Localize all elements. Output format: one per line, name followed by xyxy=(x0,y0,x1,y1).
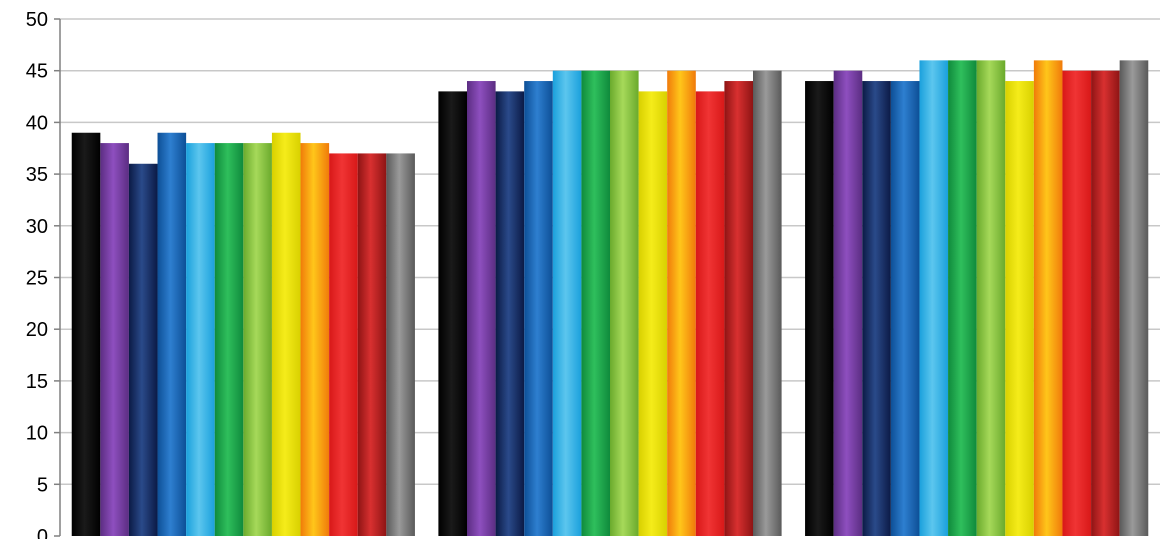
bar xyxy=(805,81,834,536)
bar xyxy=(890,81,920,536)
bar xyxy=(100,143,129,536)
bar xyxy=(581,70,610,536)
bar xyxy=(71,132,101,537)
bar xyxy=(695,91,725,536)
bar xyxy=(753,70,782,536)
bar xyxy=(186,143,215,536)
bar xyxy=(438,91,467,536)
bar xyxy=(667,70,696,536)
bar xyxy=(610,70,639,536)
bar xyxy=(638,91,668,536)
bar xyxy=(214,143,244,536)
y-tick-label: 15 xyxy=(26,371,48,393)
bar xyxy=(243,143,272,536)
bar xyxy=(1062,70,1092,536)
bar xyxy=(724,81,753,536)
y-tick-label: 10 xyxy=(26,423,48,445)
bar xyxy=(386,153,415,537)
y-tick-label: 20 xyxy=(26,319,48,341)
bar xyxy=(300,143,330,536)
bar xyxy=(524,81,553,536)
y-tick-label: 0 xyxy=(37,526,48,539)
y-tick-label: 25 xyxy=(26,268,48,290)
bar xyxy=(128,163,158,536)
bar xyxy=(1033,60,1063,537)
bar xyxy=(976,60,1006,537)
y-tick-label: 35 xyxy=(26,164,48,186)
bar xyxy=(1005,81,1034,536)
bar xyxy=(1091,70,1120,536)
y-tick-label: 45 xyxy=(26,61,48,83)
bar xyxy=(833,70,863,536)
bar xyxy=(919,60,949,537)
bar xyxy=(157,132,187,537)
y-tick-label: 40 xyxy=(26,112,48,134)
bars xyxy=(71,60,1149,537)
axes xyxy=(54,18,61,537)
bar xyxy=(862,81,891,536)
bar xyxy=(467,81,496,536)
bar xyxy=(357,153,387,537)
y-tick-label: 50 xyxy=(26,9,48,31)
bar xyxy=(271,132,301,537)
y-tick-labels: 0 5 10 15 20 25 30 35 40 45 50 xyxy=(26,9,48,539)
bar xyxy=(552,70,582,536)
bar xyxy=(948,60,977,537)
bar xyxy=(1119,60,1149,537)
bar xyxy=(495,91,525,536)
bar xyxy=(329,153,358,537)
y-tick-label: 5 xyxy=(37,474,48,496)
y-tick-label: 30 xyxy=(26,216,48,238)
